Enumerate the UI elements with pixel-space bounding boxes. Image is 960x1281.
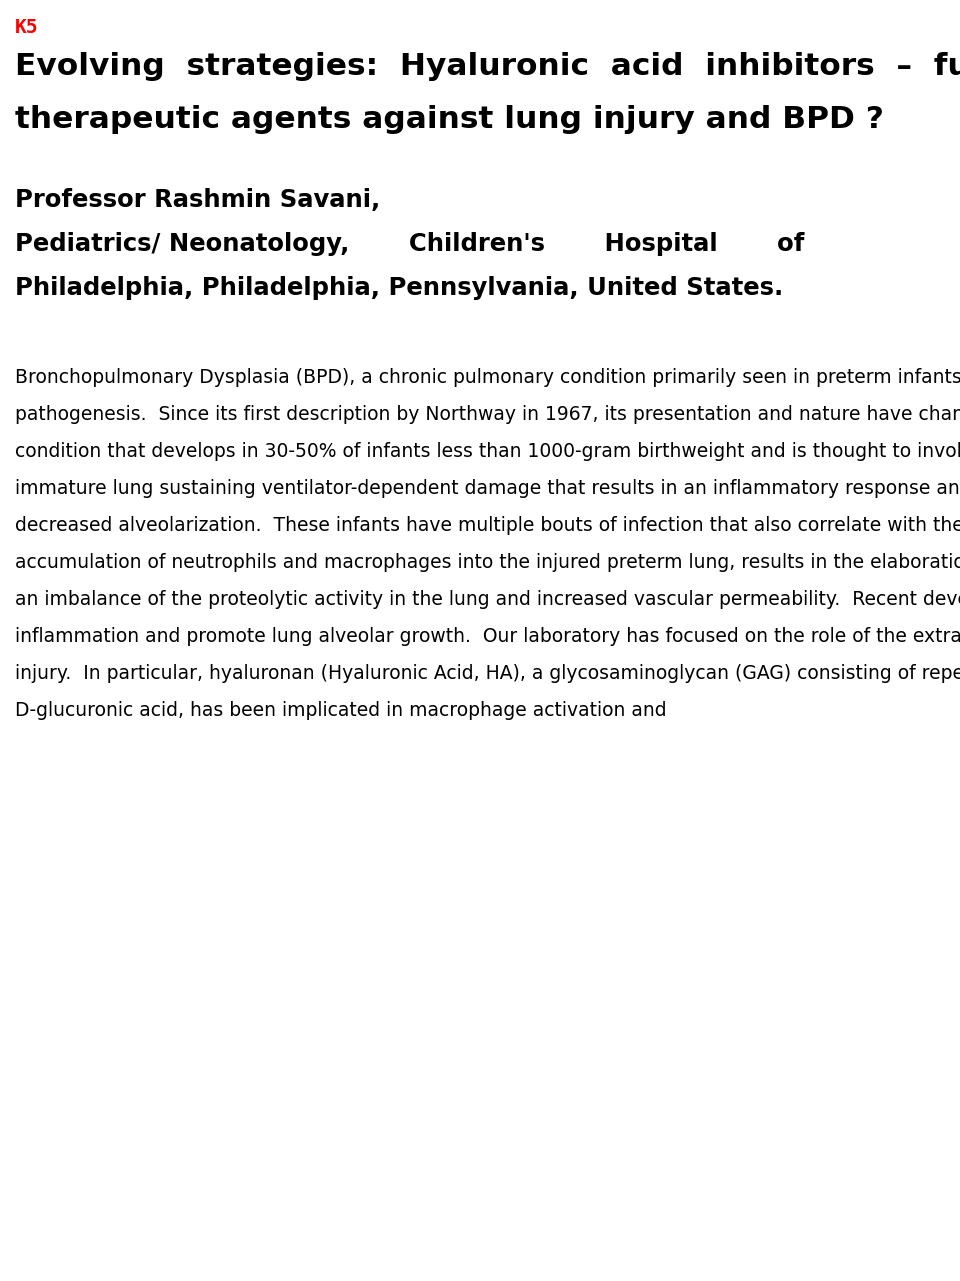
Text: an imbalance of the proteolytic activity in the lung and increased vascular perm: an imbalance of the proteolytic activity… xyxy=(15,591,960,608)
Text: injury.  In particular, hyaluronan (Hyaluronic Acid, HA), a glycosaminoglycan (G: injury. In particular, hyaluronan (Hyalu… xyxy=(15,664,960,683)
Text: Philadelphia, Philadelphia, Pennsylvania, United States.: Philadelphia, Philadelphia, Pennsylvania… xyxy=(15,275,783,300)
Text: Bronchopulmonary Dysplasia (BPD), a chronic pulmonary condition primarily seen i: Bronchopulmonary Dysplasia (BPD), a chro… xyxy=(15,368,960,387)
Text: Pediatrics/ Neonatology,       Children's       Hospital       of: Pediatrics/ Neonatology, Children's Hosp… xyxy=(15,232,804,256)
Text: condition that develops in 30-50% of infants less than 1000-gram birthweight and: condition that develops in 30-50% of inf… xyxy=(15,442,960,461)
Text: Professor Rashmin Savani,: Professor Rashmin Savani, xyxy=(15,188,380,211)
Text: K5: K5 xyxy=(15,18,38,37)
Text: pathogenesis.  Since its first description by Northway in 1967, its presentation: pathogenesis. Since its first descriptio… xyxy=(15,405,960,424)
Text: Evolving  strategies:  Hyaluronic  acid  inhibitors  –  future: Evolving strategies: Hyaluronic acid inh… xyxy=(15,53,960,81)
Text: immature lung sustaining ventilator-dependent damage that results in an inflamma: immature lung sustaining ventilator-depe… xyxy=(15,479,960,498)
Text: D-glucuronic acid, has been implicated in macrophage activation and: D-glucuronic acid, has been implicated i… xyxy=(15,701,666,720)
Text: accumulation of neutrophils and macrophages into the injured preterm lung, resul: accumulation of neutrophils and macropha… xyxy=(15,553,960,573)
Text: decreased alveolarization.  These infants have multiple bouts of infection that : decreased alveolarization. These infants… xyxy=(15,516,960,535)
Text: inflammation and promote lung alveolar growth.  Our laboratory has focused on th: inflammation and promote lung alveolar g… xyxy=(15,626,960,646)
Text: therapeutic agents against lung injury and BPD ?: therapeutic agents against lung injury a… xyxy=(15,105,884,135)
